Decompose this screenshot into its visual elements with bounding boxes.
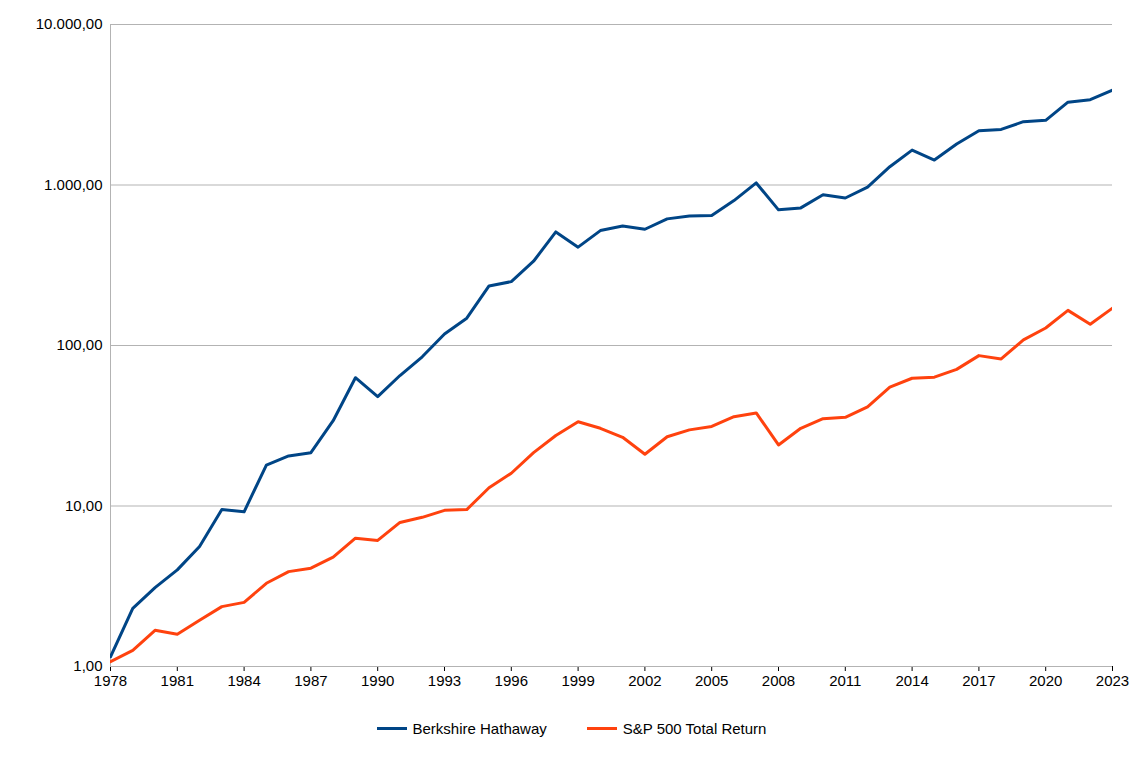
svg-text:1987: 1987 [294, 672, 327, 689]
svg-text:1990: 1990 [361, 672, 394, 689]
svg-text:2002: 2002 [628, 672, 661, 689]
svg-text:2005: 2005 [695, 672, 728, 689]
svg-text:10.000,00: 10.000,00 [36, 15, 103, 32]
svg-text:2023: 2023 [1096, 672, 1129, 689]
svg-text:1996: 1996 [495, 672, 528, 689]
html-text:Berkshire Hathaway: Berkshire Hathaway [412, 720, 547, 737]
svg-text:2011: 2011 [829, 672, 861, 689]
svg-text:2014: 2014 [895, 672, 928, 689]
svg-text:2017: 2017 [962, 672, 995, 689]
html-text:S&P 500 Total Return: S&P 500 Total Return [622, 720, 767, 737]
svg-text:100,00: 100,00 [57, 336, 103, 353]
svg-text:1,00: 1,00 [73, 657, 103, 675]
svg-text:10,00: 10,00 [65, 497, 103, 514]
svg-text:1978: 1978 [94, 672, 127, 689]
svg-text:1999: 1999 [561, 672, 594, 689]
svg-text:1981: 1981 [161, 672, 194, 689]
svg-text:1.000,00: 1.000,00 [44, 176, 102, 193]
svg-text:2008: 2008 [762, 672, 795, 689]
svg-text:1984: 1984 [227, 672, 260, 689]
svg-text:1993: 1993 [428, 672, 461, 689]
svg-text:2020: 2020 [1029, 672, 1062, 689]
